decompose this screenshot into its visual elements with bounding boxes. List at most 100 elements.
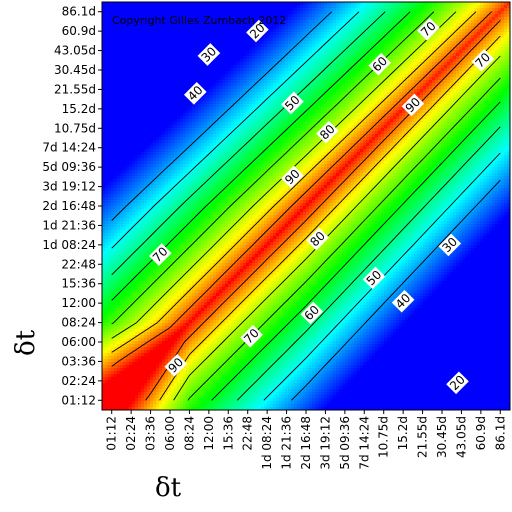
heatmap-cell	[393, 20, 397, 24]
heatmap-cell	[174, 5, 178, 9]
heatmap-cell	[369, 20, 373, 24]
heatmap-cell	[282, 2, 286, 6]
heatmap-cell	[411, 17, 415, 21]
heatmap-cell	[384, 38, 388, 42]
heatmap-cell	[264, 11, 268, 15]
heatmap-cell	[174, 35, 178, 39]
heatmap-cell	[285, 2, 289, 6]
heatmap-cell	[234, 11, 238, 15]
heatmap-cell	[231, 11, 235, 15]
heatmap-cell	[351, 5, 355, 9]
heatmap-cell	[393, 8, 397, 12]
heatmap-cell	[375, 2, 379, 6]
heatmap-cell	[492, 11, 496, 15]
heatmap-cell	[174, 23, 178, 27]
heatmap-cell	[183, 32, 187, 36]
heatmap-cell	[201, 23, 205, 27]
heatmap-cell	[441, 8, 445, 12]
heatmap-cell	[354, 32, 358, 36]
heatmap-cell	[288, 2, 292, 6]
heatmap-cell	[441, 11, 445, 15]
heatmap-cell	[405, 14, 409, 18]
heatmap-cell	[159, 20, 163, 24]
heatmap-cell	[372, 26, 376, 30]
heatmap-cell	[240, 14, 244, 18]
heatmap-cell	[483, 20, 487, 24]
heatmap-cell	[162, 23, 166, 27]
heatmap-cell	[462, 20, 466, 24]
heatmap-cell	[288, 29, 292, 33]
heatmap-cell	[201, 29, 205, 33]
heatmap-cell	[375, 11, 379, 15]
heatmap-cell	[375, 38, 379, 42]
heatmap-cell	[366, 35, 370, 39]
heatmap-cell	[153, 23, 157, 27]
heatmap-cell	[162, 38, 166, 42]
heatmap-cell	[495, 20, 499, 24]
heatmap-cell	[366, 5, 370, 9]
heatmap-cell	[171, 8, 175, 12]
heatmap-cell	[300, 14, 304, 18]
heatmap-cell	[498, 26, 502, 30]
heatmap-cell	[210, 20, 214, 24]
heatmap-cell	[207, 14, 211, 18]
heatmap-cell	[195, 11, 199, 15]
heatmap-cell	[360, 2, 364, 6]
heatmap-cell	[396, 11, 400, 15]
heatmap-cell	[108, 20, 112, 24]
heatmap-cell	[105, 29, 109, 33]
heatmap-cell	[114, 23, 118, 27]
heatmap-cell	[417, 26, 421, 30]
heatmap-cell	[345, 17, 349, 21]
heatmap-cell	[240, 8, 244, 12]
heatmap-cell	[414, 17, 418, 21]
heatmap-cell	[378, 14, 382, 18]
heatmap-cell	[204, 29, 208, 33]
heatmap-cell	[300, 29, 304, 33]
heatmap-cell	[168, 38, 172, 42]
heatmap-cell	[366, 29, 370, 33]
heatmap-cell	[480, 14, 484, 18]
heatmap-cell	[105, 35, 109, 39]
heatmap-cell	[327, 26, 331, 30]
heatmap-cell	[420, 5, 424, 9]
heatmap-cell	[186, 11, 190, 15]
heatmap-cell	[336, 8, 340, 12]
heatmap-cell	[306, 11, 310, 15]
heatmap-cell	[156, 2, 160, 6]
heatmap-cell	[153, 26, 157, 30]
heatmap-cell	[441, 20, 445, 24]
heatmap-cell	[426, 2, 430, 6]
heatmap-cell	[471, 26, 475, 30]
heatmap-cell	[270, 8, 274, 12]
heatmap-cell	[459, 11, 463, 15]
heatmap-cell	[282, 14, 286, 18]
heatmap-cell	[312, 26, 316, 30]
heatmap-cell	[429, 17, 433, 21]
heatmap-cell	[357, 26, 361, 30]
heatmap-cell	[246, 14, 250, 18]
heatmap-cell	[171, 26, 175, 30]
heatmap-cell	[237, 38, 241, 42]
heatmap-cell	[135, 35, 139, 39]
heatmap-cell	[273, 8, 277, 12]
heatmap-cell	[372, 8, 376, 12]
heatmap-cell	[123, 17, 127, 21]
heatmap-cell	[186, 14, 190, 18]
heatmap-cell	[126, 20, 130, 24]
heatmap-cell	[231, 5, 235, 9]
heatmap-cell	[285, 11, 289, 15]
heatmap-cell	[150, 26, 154, 30]
heatmap-cell	[204, 20, 208, 24]
heatmap-cell	[123, 26, 127, 30]
heatmap-cell	[273, 32, 277, 36]
heatmap-cell	[480, 2, 484, 6]
heatmap-cell	[360, 23, 364, 27]
heatmap-cell	[342, 8, 346, 12]
heatmap-cell	[225, 26, 229, 30]
heatmap-cell	[378, 38, 382, 42]
heatmap-cell	[435, 23, 439, 27]
heatmap-cell	[285, 5, 289, 9]
heatmap-cell	[423, 14, 427, 18]
heatmap-cell	[435, 2, 439, 6]
